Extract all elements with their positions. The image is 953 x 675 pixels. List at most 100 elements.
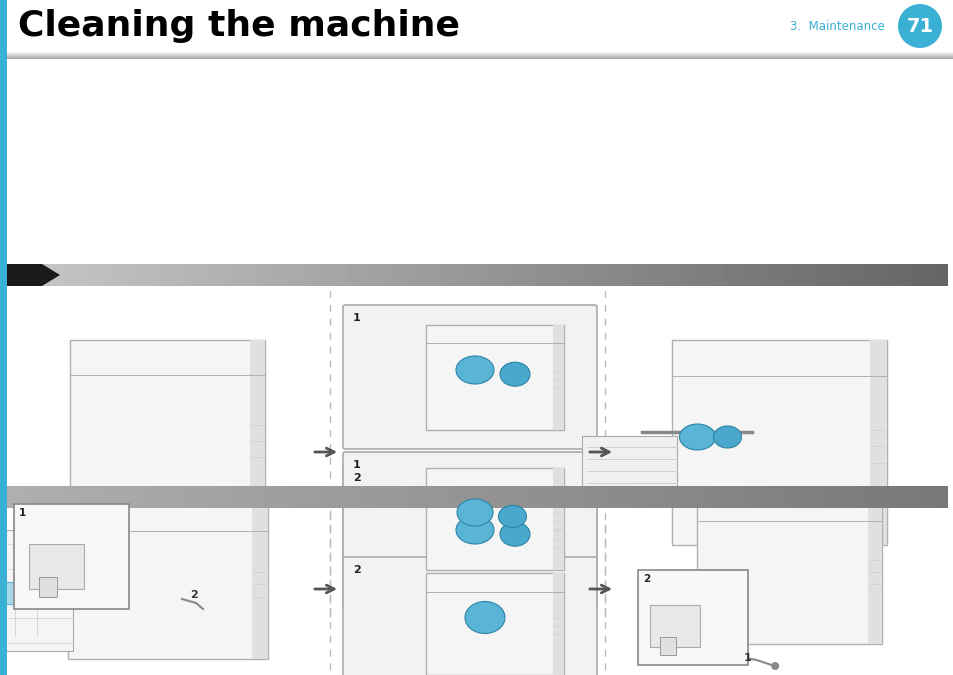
Bar — [571, 486, 583, 508]
Bar — [7, 58, 953, 59]
Bar — [863, 486, 877, 508]
Bar — [42, 486, 55, 508]
Ellipse shape — [713, 426, 740, 448]
Bar — [426, 485, 563, 589]
FancyBboxPatch shape — [343, 557, 597, 675]
Bar — [313, 486, 325, 508]
Bar — [417, 264, 431, 286]
Text: 1: 1 — [19, 508, 27, 518]
Bar — [42, 264, 55, 286]
Bar — [136, 486, 149, 508]
Bar — [759, 486, 771, 508]
Bar — [794, 264, 806, 286]
Bar — [805, 486, 818, 508]
Bar — [136, 264, 149, 286]
Bar — [112, 486, 126, 508]
Bar — [417, 486, 431, 508]
Bar — [876, 264, 888, 286]
Bar — [101, 486, 113, 508]
Bar — [0, 583, 58, 604]
Bar — [676, 264, 689, 286]
Ellipse shape — [464, 601, 504, 634]
Circle shape — [770, 662, 779, 670]
Ellipse shape — [499, 362, 530, 386]
Bar — [68, 504, 268, 659]
Bar — [371, 486, 384, 508]
Bar — [54, 264, 67, 286]
Bar — [653, 486, 665, 508]
Bar — [899, 264, 912, 286]
Bar — [869, 340, 886, 545]
Bar — [430, 486, 442, 508]
Bar — [265, 264, 278, 286]
Bar — [194, 264, 208, 286]
Bar — [66, 264, 78, 286]
Ellipse shape — [499, 522, 530, 546]
Bar — [30, 264, 43, 286]
Bar — [242, 486, 254, 508]
Bar — [465, 486, 477, 508]
Bar — [250, 340, 265, 535]
Bar — [618, 264, 630, 286]
FancyBboxPatch shape — [343, 465, 597, 609]
Text: 2: 2 — [353, 565, 360, 575]
Bar — [395, 486, 407, 508]
Bar — [512, 486, 524, 508]
Bar — [335, 486, 349, 508]
Bar — [664, 486, 677, 508]
Bar — [512, 264, 524, 286]
Ellipse shape — [679, 424, 715, 450]
Bar — [629, 486, 641, 508]
Text: 1: 1 — [353, 460, 360, 470]
Bar — [476, 264, 489, 286]
Bar — [426, 468, 563, 570]
Bar — [453, 486, 466, 508]
Bar — [852, 264, 864, 286]
Bar — [558, 264, 572, 286]
Bar — [30, 486, 43, 508]
Bar — [500, 486, 513, 508]
Bar — [794, 486, 806, 508]
Bar — [688, 264, 700, 286]
Bar — [406, 264, 418, 286]
Bar — [348, 486, 360, 508]
Ellipse shape — [456, 516, 494, 544]
Bar — [582, 436, 677, 493]
Bar — [14, 504, 129, 609]
Bar — [476, 486, 489, 508]
Bar — [723, 264, 736, 286]
Bar — [594, 486, 607, 508]
Bar — [277, 486, 290, 508]
Text: 2: 2 — [190, 590, 197, 600]
Bar — [265, 486, 278, 508]
Bar — [453, 264, 466, 286]
Bar — [863, 264, 877, 286]
Bar — [252, 504, 268, 659]
Bar — [746, 486, 760, 508]
Bar — [348, 264, 360, 286]
Bar — [817, 264, 830, 286]
Bar — [887, 486, 900, 508]
Bar — [289, 264, 301, 286]
Bar — [7, 54, 953, 55]
Bar — [7, 51, 953, 52]
Bar — [735, 486, 747, 508]
Ellipse shape — [456, 499, 493, 526]
Bar — [382, 264, 395, 286]
Bar — [536, 264, 548, 286]
Bar — [781, 264, 795, 286]
Ellipse shape — [498, 506, 526, 527]
Bar — [488, 264, 501, 286]
Bar — [605, 264, 618, 286]
Bar — [7, 52, 953, 53]
Bar — [841, 486, 853, 508]
Bar — [781, 486, 795, 508]
Bar — [700, 486, 712, 508]
Bar — [300, 486, 314, 508]
Bar — [649, 605, 700, 647]
Bar — [218, 264, 231, 286]
Bar — [395, 264, 407, 286]
Bar — [697, 494, 882, 644]
Bar — [552, 468, 563, 570]
Bar — [735, 264, 747, 286]
